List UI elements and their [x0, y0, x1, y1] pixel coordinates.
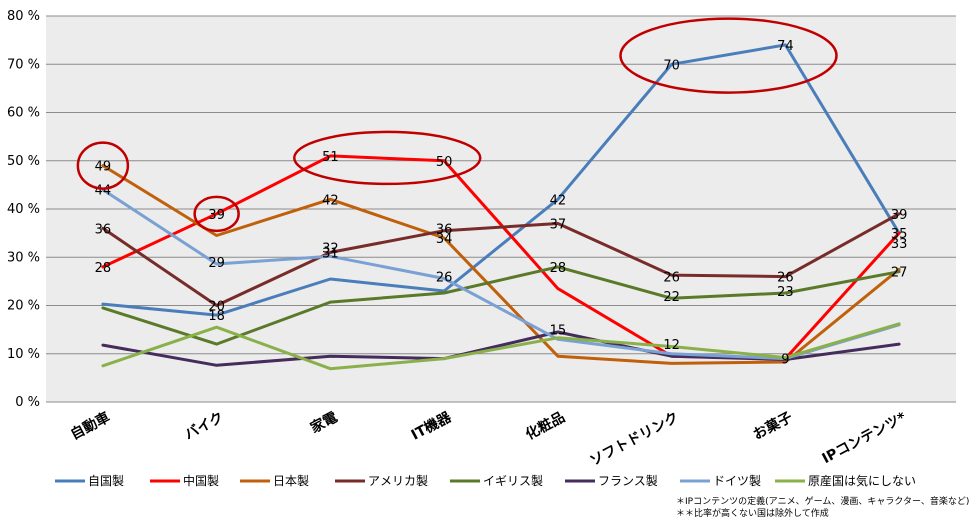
legend-label: イギリス製 — [483, 474, 543, 488]
legend-label: 原産国は気にしない — [808, 473, 916, 488]
y-axis-ticks: 0 % 10 % 20 % 30 % 40 % 50 % 60 % 70 % 80 % — [7, 9, 40, 410]
data-label: 9 — [781, 353, 789, 368]
legend-label: フランス製 — [598, 474, 658, 488]
data-label: 33 — [891, 237, 908, 252]
legend: 自国製 中国製 日本製 アメリカ製 イギリス製 フランス製 ドイツ製 原産国は気にしない — [55, 473, 916, 488]
x-category-label: お菓子 — [750, 409, 795, 444]
x-category-label: IT機器 — [408, 408, 455, 444]
highlight-ellipses — [76, 17, 838, 233]
highlight-ellipse — [293, 130, 482, 186]
legend-label: ドイツ製 — [713, 474, 761, 488]
data-label: 39 — [208, 208, 225, 223]
series-line — [101, 212, 901, 307]
data-label: 37 — [550, 217, 567, 232]
data-label: 26 — [777, 271, 794, 286]
series-line — [101, 164, 901, 365]
data-labels: 4944362839292018514232315036342642372815… — [95, 39, 908, 368]
x-category-label: 化粧品 — [523, 409, 568, 444]
y-tick-label: 30 % — [7, 250, 40, 265]
data-label: 34 — [436, 232, 453, 247]
data-label: 36 — [95, 222, 112, 237]
x-axis-categories: 自動車 バイク 家電 IT機器 化粧品 ソフトドリンク お菓子 IPコンテンツ* — [68, 408, 910, 469]
y-tick-label: 0 % — [15, 395, 40, 410]
data-label: 29 — [208, 256, 225, 271]
legend-label: 自国製 — [88, 474, 124, 488]
y-tick-label: 60 % — [7, 106, 40, 121]
data-label: 42 — [322, 193, 339, 208]
y-tick-label: 40 % — [7, 202, 40, 217]
data-label: 44 — [95, 184, 112, 199]
data-label: 27 — [891, 266, 908, 281]
legend-label: 日本製 — [273, 474, 309, 488]
data-label: 42 — [550, 193, 567, 208]
footnote: ＊＊比率が高くない国は除外して作成 — [676, 507, 829, 519]
series-line — [101, 322, 901, 371]
x-category-label: 自動車 — [68, 409, 113, 444]
data-label: 18 — [208, 309, 225, 324]
y-tick-label: 70 % — [7, 57, 40, 72]
data-label: 31 — [322, 246, 339, 261]
x-category-label: バイク — [182, 409, 226, 443]
series-line — [101, 43, 901, 317]
legend-label: アメリカ製 — [368, 474, 428, 488]
data-label: 23 — [777, 285, 794, 300]
series-line — [101, 265, 901, 346]
x-category-label: 家電 — [308, 409, 341, 437]
y-tick-label: 20 % — [7, 299, 40, 314]
data-label: 15 — [550, 324, 567, 339]
data-label: 20 — [208, 300, 225, 315]
legend-label: 中国製 — [183, 473, 219, 488]
data-label: 51 — [322, 150, 339, 165]
data-label: 70 — [663, 58, 680, 73]
data-label: 74 — [777, 39, 794, 54]
y-tick-label: 10 % — [7, 347, 40, 362]
data-label: 36 — [436, 222, 453, 237]
data-label: 26 — [436, 271, 453, 286]
data-label: 32 — [322, 242, 339, 257]
gridlines — [46, 15, 956, 403]
data-label: 28 — [95, 261, 112, 276]
footnote: ＊IPコンテンツの定義(アニメ、ゲーム、漫画、キャラクター、音楽など) — [676, 495, 969, 507]
data-label: 35 — [891, 227, 908, 242]
y-tick-label: 50 % — [7, 154, 40, 169]
data-label: 49 — [95, 160, 112, 175]
data-label: 22 — [663, 290, 680, 305]
data-label: 39 — [891, 208, 908, 223]
highlight-ellipse — [193, 195, 240, 233]
series-line — [101, 188, 901, 361]
data-label: 12 — [663, 338, 680, 353]
highlight-ellipse — [76, 141, 130, 190]
y-tick-label: 80 % — [7, 9, 40, 24]
x-category-label: IPコンテンツ* — [820, 409, 910, 467]
data-label: 28 — [550, 261, 567, 276]
data-label: 50 — [436, 155, 453, 170]
data-label: 26 — [663, 271, 680, 286]
x-category-label: ソフトドリンク — [587, 409, 681, 469]
highlight-ellipse — [619, 17, 838, 94]
footnotes: ＊IPコンテンツの定義(アニメ、ゲーム、漫画、キャラクター、音楽など)＊＊比率が… — [676, 495, 969, 519]
